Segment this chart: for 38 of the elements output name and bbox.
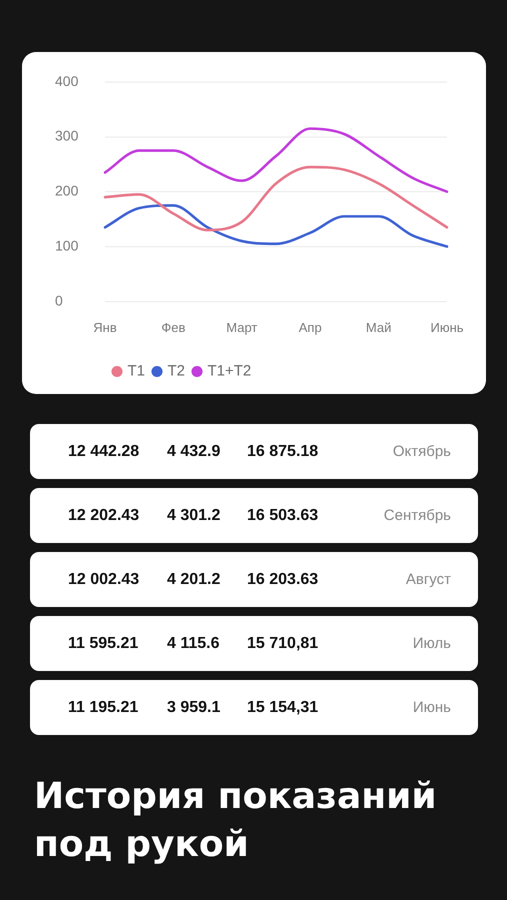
text: 16 203.63 — [247, 570, 318, 590]
text: 15 710,81 — [247, 634, 318, 654]
text: История показаний под рукой — [34, 775, 438, 867]
x-tick-label: Фев — [161, 320, 186, 335]
y-tick-label: 200 — [55, 182, 79, 199]
text: 4 201.2 — [167, 570, 220, 590]
line-series — [104, 204, 448, 248]
legend-label: T2 — [168, 362, 186, 380]
text: Октябрь — [392, 442, 451, 462]
text: 11 595.21 — [68, 634, 138, 654]
line-series — [104, 166, 448, 232]
text: 12 002.43 — [68, 570, 140, 590]
text: Июнь — [412, 698, 451, 718]
y-tick-label: 400 — [55, 72, 79, 89]
text: 4 432.9 — [167, 442, 220, 462]
text: 3 959.1 — [167, 698, 220, 718]
y-tick-label: 0 — [55, 292, 63, 308]
x-tick-label: Июнь — [430, 320, 464, 335]
text: Август — [406, 570, 451, 590]
x-tick-label: Янв — [93, 320, 117, 335]
text: 4 115.6 — [167, 634, 220, 654]
text: 12 442.28 — [68, 442, 140, 462]
text: 16 503.63 — [247, 506, 318, 526]
y-tick-label: 100 — [55, 237, 79, 254]
text: 11 195.21 — [68, 698, 138, 718]
text: Сентябрь — [384, 506, 451, 526]
text: Июль — [412, 634, 451, 654]
text: 15 154,31 — [247, 698, 318, 718]
y-tick-label: 300 — [55, 128, 79, 144]
text: 12 202.43 — [68, 506, 140, 526]
legend-label: T1+T2 — [208, 362, 252, 380]
text: 4 301.2 — [167, 506, 220, 526]
x-tick-label: Май — [366, 320, 392, 335]
text: 16 875.18 — [247, 442, 318, 462]
legend-label: T1 — [128, 362, 146, 380]
line-series — [104, 127, 448, 193]
x-tick-label: Март — [226, 320, 258, 335]
x-tick-label: Апр — [298, 320, 322, 335]
